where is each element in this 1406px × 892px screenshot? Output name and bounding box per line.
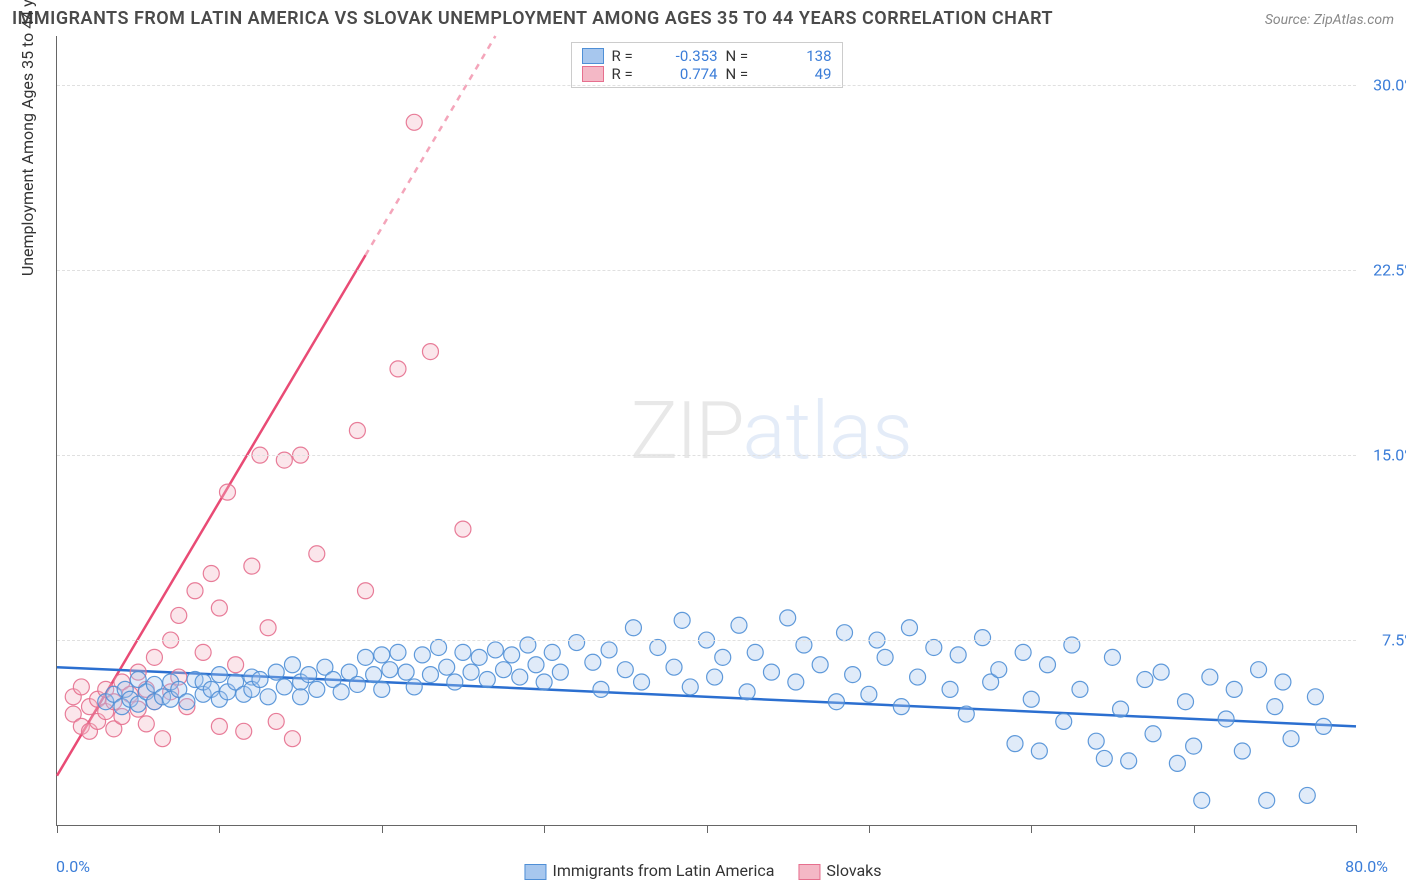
legend-swatch-1 [582, 66, 604, 82]
y-tick-label: 30.0% [1373, 76, 1406, 95]
legend-r-0: -0.353 [656, 47, 718, 65]
legend-stats-row-0: R = -0.353 N = 138 [582, 47, 832, 65]
legend-r-label: R = [612, 47, 648, 65]
legend-swatch-0 [582, 48, 604, 64]
legend-r-1: 0.774 [656, 65, 718, 83]
legend-r-label: R = [612, 65, 648, 83]
page-title: IMMIGRANTS FROM LATIN AMERICA VS SLOVAK … [12, 8, 1053, 29]
y-tick-label: 15.0% [1373, 446, 1406, 465]
x-max-label: 80.0% [1345, 857, 1388, 876]
legend-n-1: 49 [770, 65, 832, 83]
x-min-label: 0.0% [56, 857, 90, 876]
y-tick-label: 7.5% [1382, 631, 1406, 650]
y-axis-title: Unemployment Among Ages 35 to 44 years [18, 0, 37, 276]
legend-series-1: Slovaks [798, 861, 881, 880]
source-label: Source: ZipAtlas.com [1265, 12, 1394, 28]
legend-n-label: N = [726, 47, 762, 65]
legend-label-0: Immigrants from Latin America [552, 861, 774, 880]
legend-label-1: Slovaks [826, 861, 881, 880]
legend-series: Immigrants from Latin America Slovaks [524, 861, 881, 880]
plot-area: ZIPatlas R = -0.353 N = 138 R = 0.774 N … [56, 36, 1356, 826]
legend-stats-row-1: R = 0.774 N = 49 [582, 65, 832, 83]
legend-swatch-b1 [798, 864, 820, 880]
legend-swatch-b0 [524, 864, 546, 880]
legend-n-0: 138 [770, 47, 832, 65]
legend-stats: R = -0.353 N = 138 R = 0.774 N = 49 [571, 42, 843, 88]
legend-n-label: N = [726, 65, 762, 83]
legend-series-0: Immigrants from Latin America [524, 861, 774, 880]
y-tick-label: 22.5% [1373, 261, 1406, 280]
chart-svg [57, 36, 1356, 825]
